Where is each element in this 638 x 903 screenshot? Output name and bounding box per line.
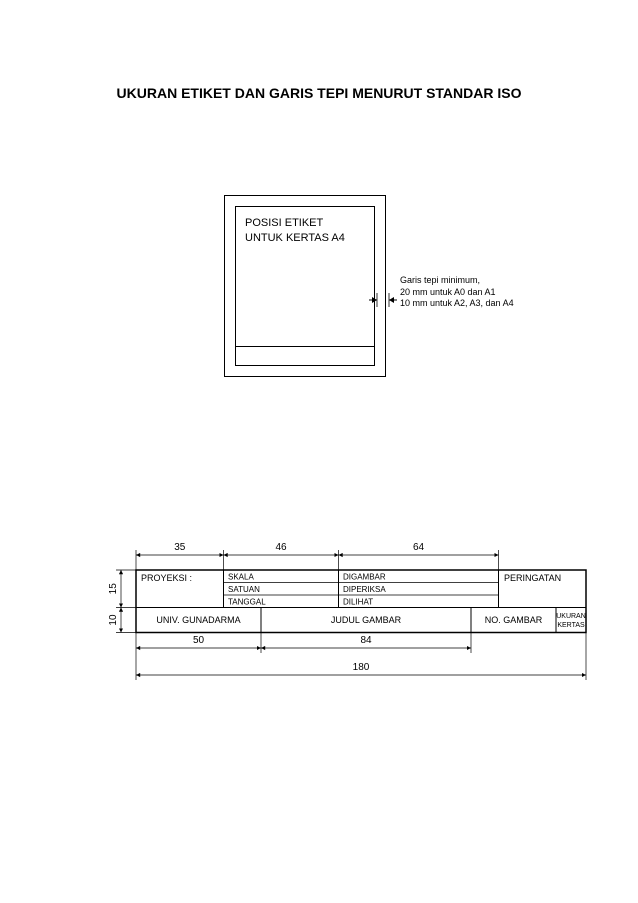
dim-top-2: 46: [275, 542, 287, 553]
title-block-diagram: PROYEKSI : SKALA SATUAN TANGGAL DIGAMBAR…: [106, 530, 626, 750]
cell-satuan: SATUAN: [228, 585, 260, 594]
cell-dilihat: DILIHAT: [343, 598, 373, 607]
dim-bottom: 50 84 180: [136, 633, 586, 681]
cell-univ: UNIV. GUNADARMA: [156, 615, 240, 625]
a4-label: POSISI ETIKET UNTUK KERTAS A4: [245, 216, 345, 246]
dim-bottom-2: 84: [360, 635, 372, 646]
margin-note-line2: 20 mm untuk A0 dan A1: [400, 287, 496, 297]
cell-peringatan: PERINGATAN: [504, 573, 561, 583]
margin-note: Garis tepi minimum, 20 mm untuk A0 dan A…: [400, 275, 514, 310]
cell-skala: SKALA: [228, 573, 254, 582]
a4-outer-border: POSISI ETIKET UNTUK KERTAS A4: [224, 195, 386, 377]
cell-diperiksa: DIPERIKSA: [343, 585, 386, 594]
a4-title-block: [236, 346, 374, 365]
dim-top: 35 46 64: [136, 542, 499, 570]
margin-note-line1: Garis tepi minimum,: [400, 275, 480, 285]
margin-note-line3: 10 mm untuk A2, A3, dan A4: [400, 298, 514, 308]
dim-left-2: 10: [108, 614, 119, 626]
dim-bottom-1: 50: [193, 635, 205, 646]
a4-label-line1: POSISI ETIKET: [245, 217, 323, 229]
cell-judul: JUDUL GAMBAR: [331, 615, 402, 625]
page-title: UKURAN ETIKET DAN GARIS TEPI MENURUT STA…: [0, 85, 638, 101]
dim-left-1: 15: [108, 583, 119, 595]
cell-tanggal: TANGGAL: [228, 598, 266, 607]
margin-arrow: [369, 290, 399, 310]
cell-ukuran1: UKURAN: [556, 613, 586, 620]
dim-top-3: 64: [413, 542, 425, 553]
cell-nogambar: NO. GAMBAR: [485, 615, 543, 625]
a4-label-line2: UNTUK KERTAS A4: [245, 232, 345, 244]
cell-digambar: DIGAMBAR: [343, 573, 386, 582]
title-block-svg: PROYEKSI : SKALA SATUAN TANGGAL DIGAMBAR…: [106, 530, 626, 750]
cell-ukuran2: KERTAS: [557, 622, 585, 629]
dim-top-1: 35: [174, 542, 186, 553]
dim-left: 15 10: [108, 570, 136, 633]
cell-proyeksi: PROYEKSI :: [141, 573, 192, 583]
a4-diagram: POSISI ETIKET UNTUK KERTAS A4: [224, 195, 386, 377]
dim-bottom-3: 180: [353, 662, 370, 673]
